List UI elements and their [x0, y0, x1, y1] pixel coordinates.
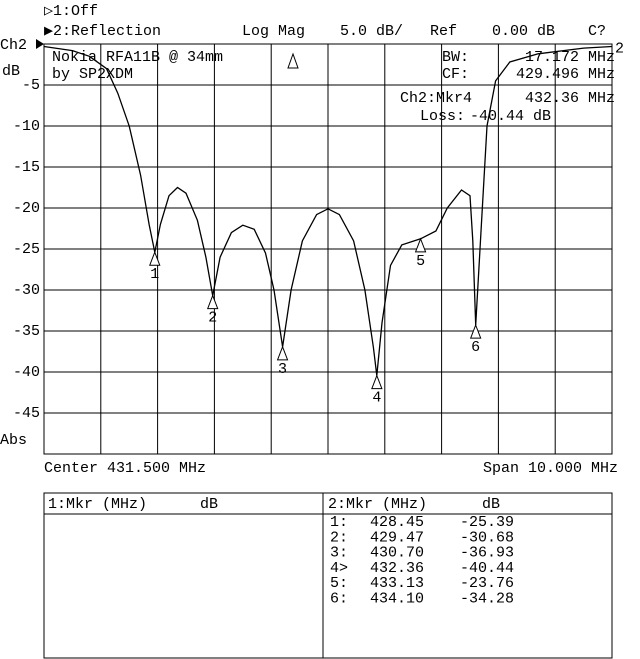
y-tick-label: -25 [13, 241, 40, 258]
marker-id: 4 [372, 390, 381, 407]
marker-id: 1 [150, 266, 159, 283]
row-db: -36.93 [460, 545, 514, 562]
marker-id: 2 [208, 310, 217, 327]
row-db: -23.76 [460, 575, 514, 592]
note: Nokia RFA11B @ 34mm [52, 49, 223, 66]
note: by SP2XDM [52, 66, 133, 83]
row-id: 2: [330, 529, 348, 546]
table-header: dB [482, 496, 500, 513]
bw-label: BW: [442, 49, 469, 66]
table-header: dB [200, 496, 218, 513]
y-tick-label: -15 [13, 159, 40, 176]
row-id: 1: [330, 514, 348, 531]
row-db: -30.68 [460, 529, 514, 546]
scale: 5.0 dB/ [340, 23, 403, 40]
y-unit: dB [2, 63, 20, 80]
marker [414, 237, 427, 253]
marker [371, 374, 383, 390]
marker-id: 5 [416, 253, 425, 270]
row-db: -34.28 [460, 590, 514, 607]
loss-label: Loss: [420, 108, 465, 125]
row-freq: 432.36 [370, 560, 424, 577]
x-span: Span 10.000 MHz [483, 460, 618, 477]
y-tick-label: -35 [13, 323, 40, 340]
table-frame [43, 492, 613, 659]
y-tick-label: -5 [22, 77, 40, 94]
channel1: ▷1:Off [44, 3, 98, 20]
table-header: 2:Mkr (MHz) [328, 496, 427, 513]
y-bottom-label: Abs [0, 432, 27, 449]
marker [149, 250, 161, 266]
y-tick-label: -20 [13, 200, 40, 217]
row-freq: 428.45 [370, 514, 424, 531]
table-header: 1:Mkr (MHz) [48, 496, 147, 513]
row-id: 6: [330, 590, 348, 607]
format: Log Mag [242, 23, 305, 40]
status: C? [588, 23, 606, 40]
ref-pointer [36, 39, 44, 49]
row-id: 3: [330, 545, 348, 562]
row-freq: 434.10 [370, 590, 424, 607]
marker-id: 3 [278, 361, 287, 378]
row-freq: 429.47 [370, 529, 424, 546]
row-freq: 433.13 [370, 575, 424, 592]
y-tick-label: -40 [13, 364, 40, 381]
loss-value: -40.44 dB [470, 108, 551, 125]
row-id: 4> [330, 560, 348, 577]
mkr-label: Ch2:Mkr4 [400, 90, 472, 107]
trace-label: 2 [615, 40, 624, 57]
x-center: Center 431.500 MHz [44, 460, 206, 477]
bw-value: 17.172 MHz [525, 49, 615, 66]
row-freq: 430.70 [370, 545, 424, 562]
y-tick-label: -30 [13, 282, 40, 299]
y-top-label: Ch2 [0, 37, 27, 54]
ref-value: 0.00 dB [492, 23, 555, 40]
row-id: 5: [330, 575, 348, 592]
ref-label: Ref [430, 23, 457, 40]
marker [206, 294, 219, 310]
cf-value: 429.496 MHz [516, 66, 615, 83]
marker [469, 323, 482, 339]
row-db: -25.39 [460, 514, 514, 531]
y-tick-label: -45 [13, 405, 40, 422]
marker [276, 345, 289, 361]
row-db: -40.44 [460, 560, 514, 577]
channel2: ▶2:Reflection [44, 23, 161, 40]
marker-id: 6 [471, 339, 480, 356]
ref-marker [287, 52, 299, 69]
cf-label: CF: [442, 66, 469, 83]
mkr-value: 432.36 MHz [525, 90, 615, 107]
y-tick-label: -10 [13, 118, 40, 135]
